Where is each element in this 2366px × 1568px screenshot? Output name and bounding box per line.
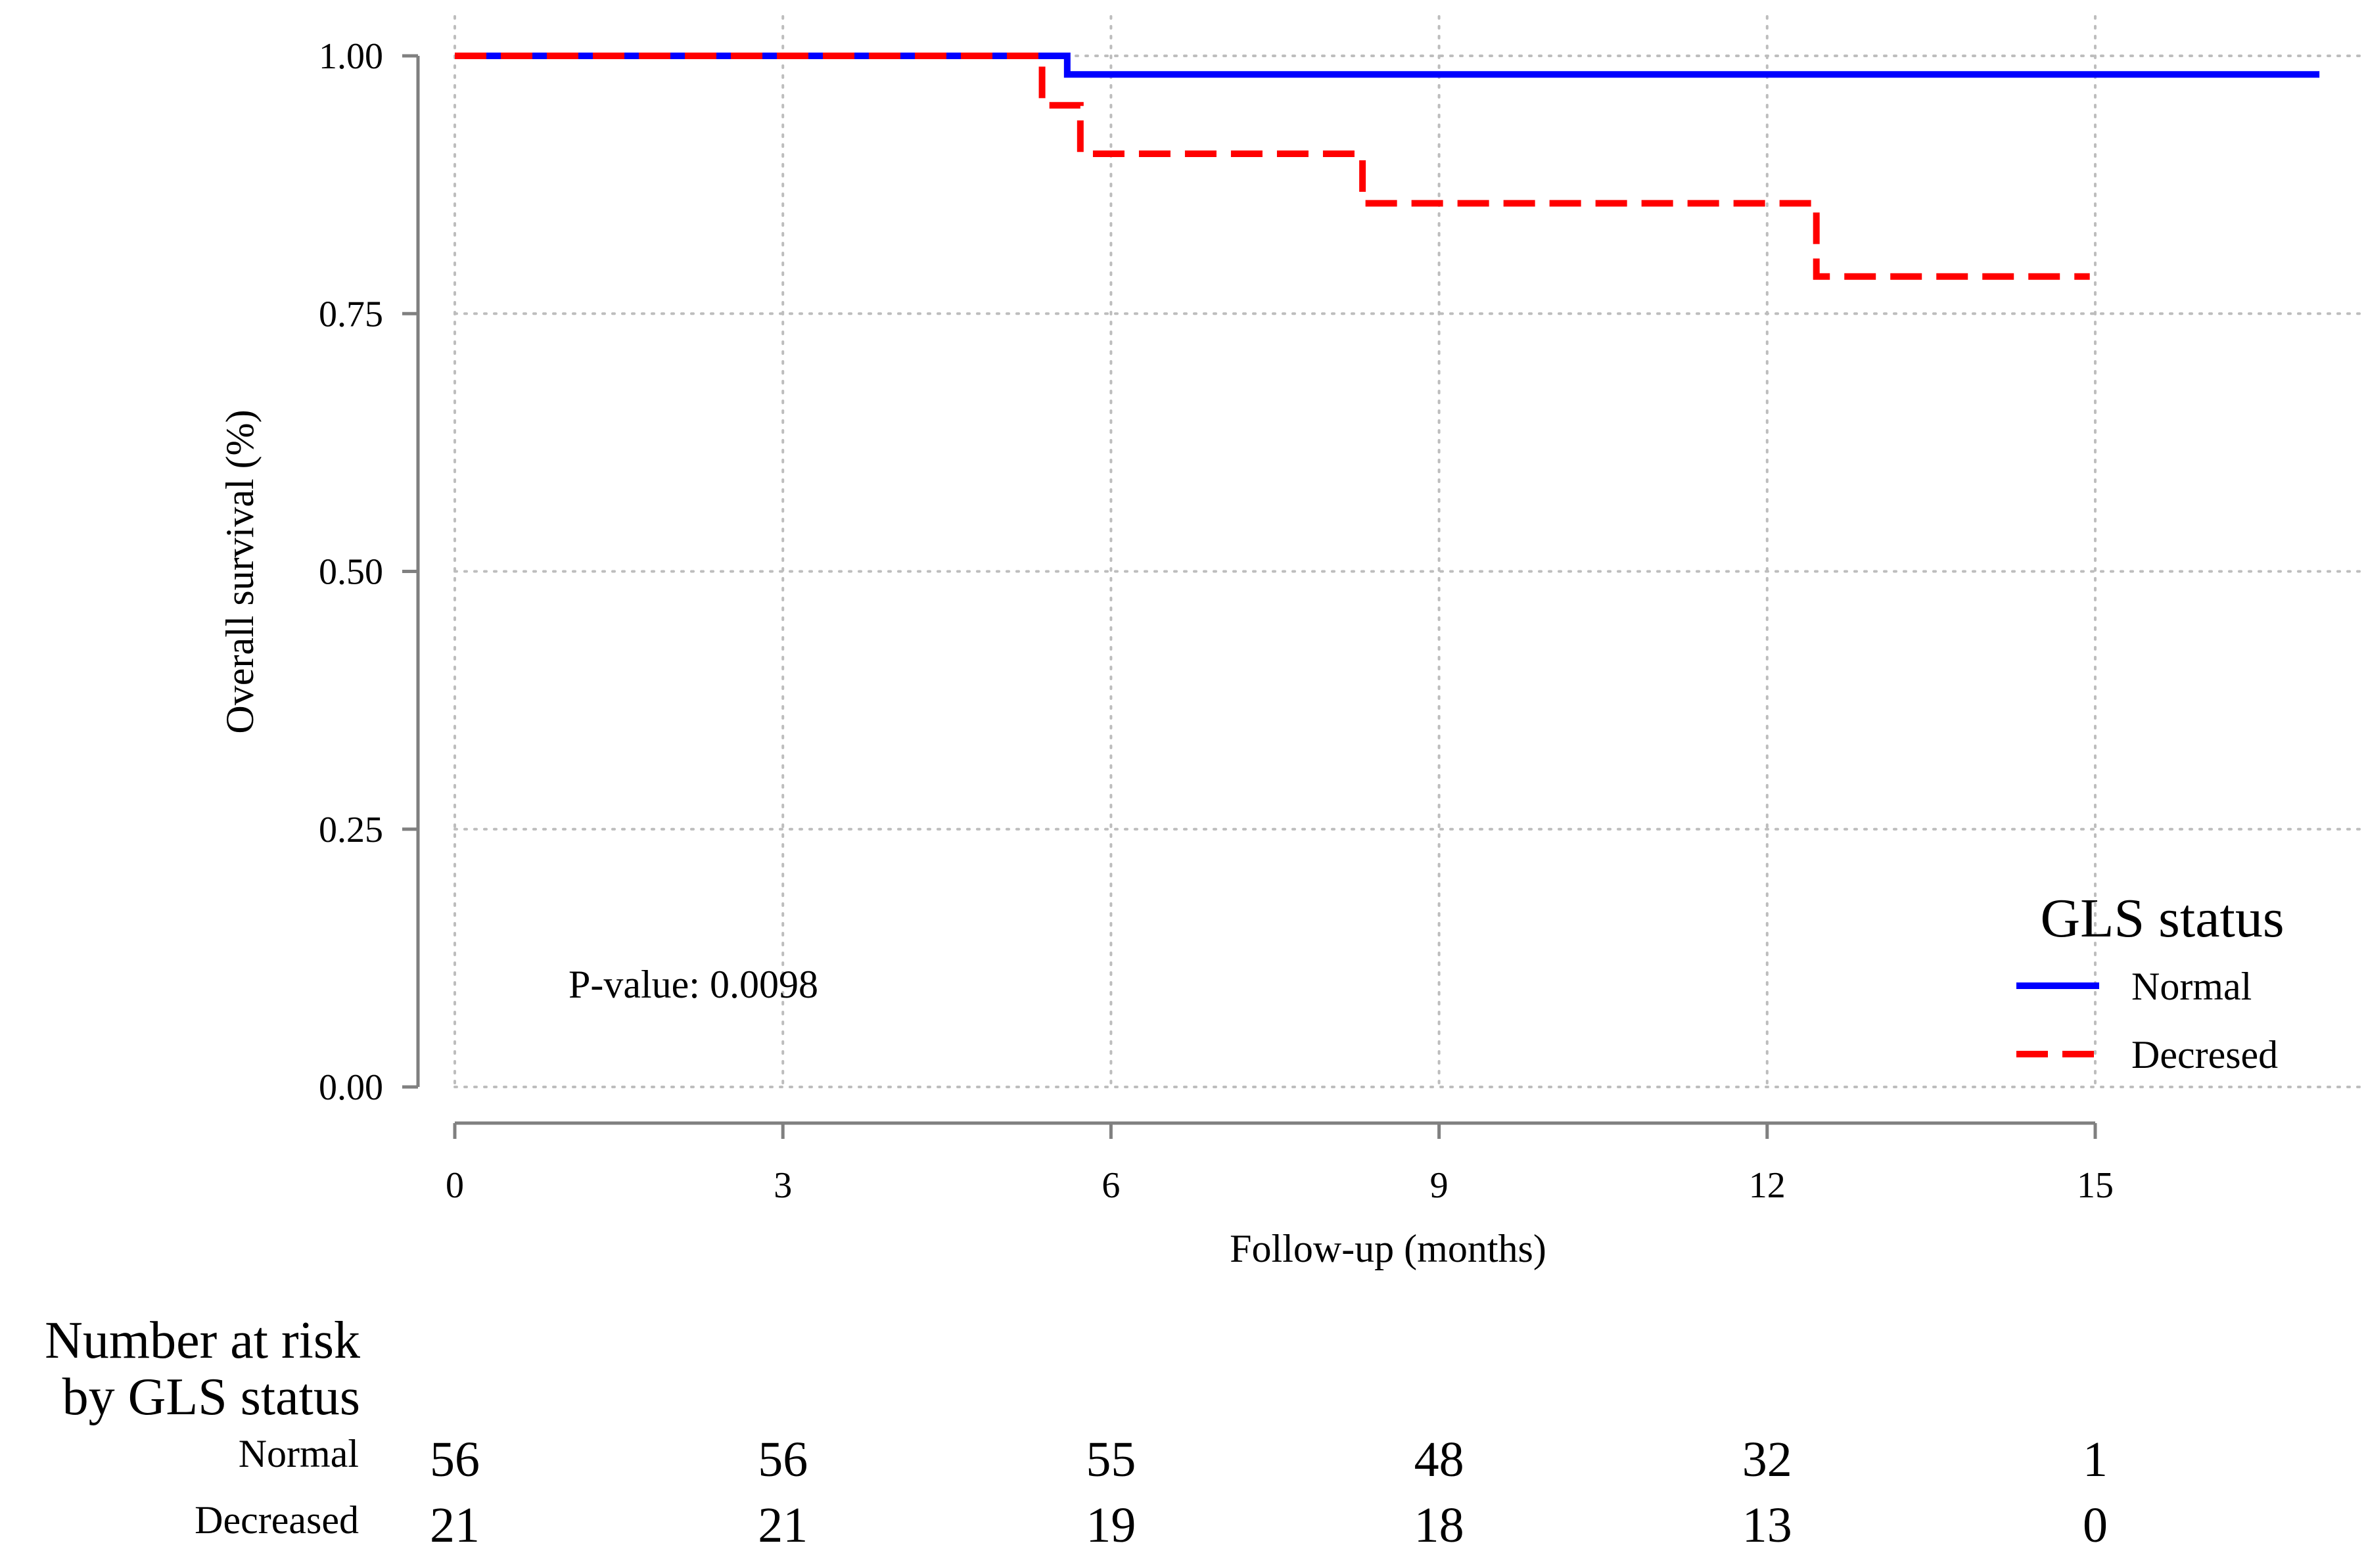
x-axis-title: Follow-up (months): [1230, 1227, 1546, 1270]
legend: GLS status Normal Decresed: [2016, 888, 2285, 1076]
legend-label-decreased: Decresed: [2131, 1033, 2278, 1076]
risk-count-normal-6: 55: [1086, 1432, 1136, 1487]
y-tick-label-1: 0.25: [319, 810, 383, 850]
x-tick-label-2: 6: [1102, 1165, 1120, 1206]
risk-count-decreased-3: 21: [758, 1498, 808, 1553]
x-tick-label-3: 9: [1430, 1165, 1449, 1206]
y-ticks: 0.00 0.25 0.50 0.75 1.00: [319, 36, 418, 1108]
risk-count-decreased-12: 13: [1742, 1498, 1792, 1553]
risk-count-decreased-6: 19: [1086, 1498, 1136, 1553]
p-value-annotation: P-value: 0.0098: [568, 963, 818, 1006]
risk-count-decreased-0: 21: [430, 1498, 480, 1553]
risk-row-label-decreased: Decreased: [195, 1498, 359, 1542]
risk-table-title-line2: by GLS status: [62, 1368, 360, 1426]
x-tick-label-0: 0: [446, 1165, 464, 1206]
legend-label-normal: Normal: [2131, 965, 2252, 1008]
x-tick-label-5: 15: [2077, 1165, 2114, 1206]
risk-count-normal-9: 48: [1414, 1432, 1464, 1487]
legend-entry-decreased: Decresed: [2016, 1033, 2278, 1076]
legend-title: GLS status: [2040, 888, 2284, 949]
risk-table-title-line1: Number at risk: [45, 1312, 360, 1370]
x-tick-label-4: 12: [1749, 1165, 1786, 1206]
risk-count-normal-3: 56: [758, 1432, 808, 1487]
risk-count-normal-12: 32: [1742, 1432, 1792, 1487]
y-axis-title: Overall survival (%): [218, 409, 262, 733]
survival-curves: [455, 53, 2320, 280]
risk-count-decreased-9: 18: [1414, 1498, 1464, 1553]
x-ticks: 0 3 6 9 12 15: [446, 1123, 2114, 1206]
risk-count-normal-0: 56: [430, 1432, 480, 1487]
y-tick-label-4: 1.00: [319, 36, 383, 77]
y-tick-label-0: 0.00: [319, 1067, 383, 1108]
y-tick-label-2: 0.50: [319, 552, 383, 593]
risk-row-label-normal: Normal: [239, 1432, 359, 1475]
y-tick-label-3: 0.75: [319, 294, 383, 334]
risk-count-normal-15: 1: [2083, 1432, 2108, 1487]
survival-curve-decresed: [455, 53, 2090, 280]
risk-count-decreased-15: 0: [2083, 1498, 2108, 1553]
risk-table: Number at risk by GLS status Normal Decr…: [45, 1312, 2108, 1553]
grid-lines: [453, 15, 2362, 1088]
x-tick-label-1: 3: [774, 1165, 792, 1206]
risk-counts: 56 56 55 48 32 1 21 21 19 18 13 0: [430, 1432, 2108, 1553]
legend-entry-normal: Normal: [2016, 965, 2252, 1008]
